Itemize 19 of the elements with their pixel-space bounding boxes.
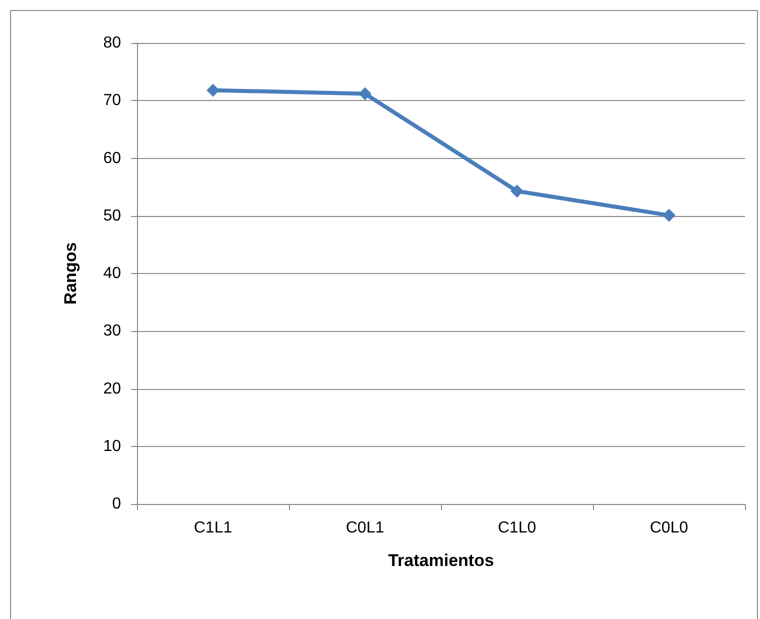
x-tick-label: C0L1 — [346, 520, 384, 536]
y-tick-label: 50 — [103, 207, 122, 224]
point — [510, 184, 524, 198]
y-tick-label: 30 — [103, 322, 122, 340]
x-tick-label: C1L1 — [194, 520, 232, 536]
y-axis-title: Rangos — [61, 242, 80, 305]
point — [358, 87, 372, 100]
y-tick-label: 60 — [103, 150, 122, 167]
x-axis-title: Tratamientos — [388, 551, 494, 570]
y-tick-label: 20 — [103, 380, 122, 398]
y-tick-label: 80 — [103, 34, 122, 52]
point — [206, 84, 220, 97]
y-tick-label: 10 — [103, 438, 122, 455]
y-tick-label: 40 — [103, 265, 122, 282]
x-tick-label: C1L0 — [498, 520, 536, 536]
x-tick-label: C0L0 — [650, 520, 688, 536]
y-tick-label: 70 — [103, 92, 122, 110]
y-tick-label: 0 — [112, 496, 122, 512]
point — [662, 208, 676, 222]
